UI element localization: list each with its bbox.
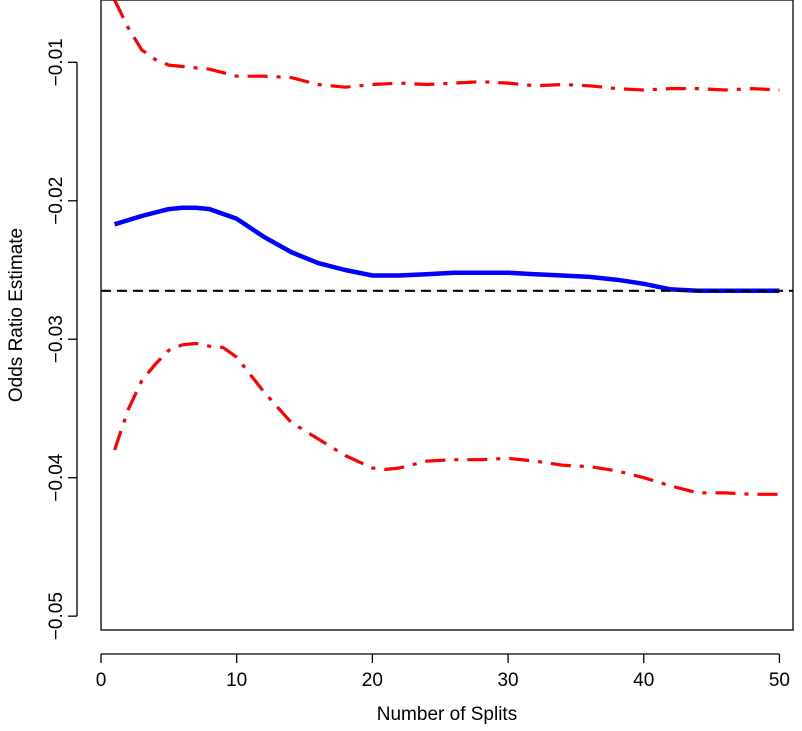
series-line-3	[113, 341, 780, 496]
y-tick-label: −0.04	[46, 453, 67, 502]
y-axis-title: Odds Ratio Estimate	[6, 228, 27, 402]
y-tick-label: −0.03	[46, 315, 67, 363]
x-tick-label: 40	[633, 670, 654, 691]
x-tick-label: 30	[497, 670, 518, 691]
x-tick-label: 20	[362, 670, 383, 691]
series-line-1	[113, 205, 780, 294]
x-tick-label: 10	[226, 670, 247, 691]
x-tick-label: 50	[769, 670, 790, 691]
y-tick-label: −0.02	[46, 177, 67, 225]
y-axis: −0.05 −0.04 −0.03 −0.02 −0.01	[46, 38, 78, 640]
plot-frame	[100, 0, 794, 631]
series-layer	[101, 0, 793, 496]
x-axis: 0 10 20 30 40 50	[96, 653, 790, 691]
x-tick-label: 0	[96, 670, 107, 691]
x-axis-title: Number of Splits	[377, 704, 517, 725]
y-tick-label: −0.01	[46, 38, 67, 86]
series-line-2	[113, 0, 780, 92]
y-tick-label: −0.05	[46, 592, 67, 640]
